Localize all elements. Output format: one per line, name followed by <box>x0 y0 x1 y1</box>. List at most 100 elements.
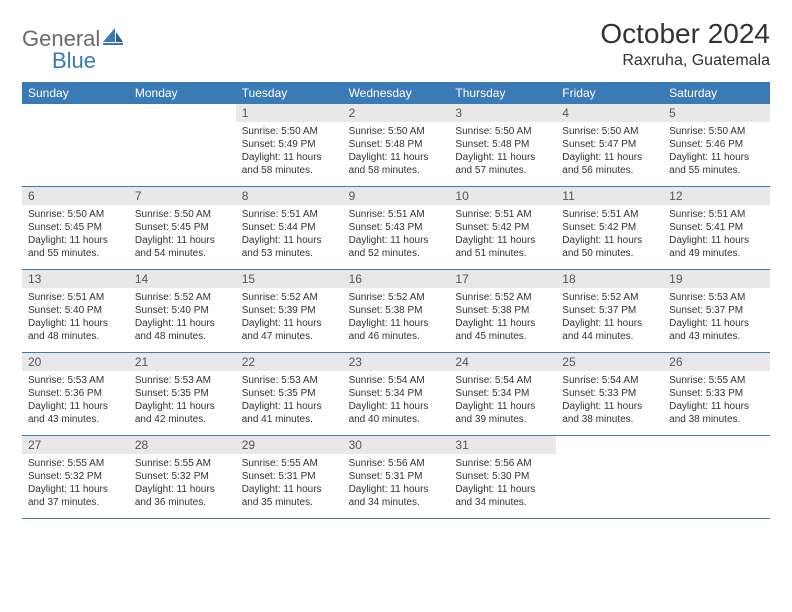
day-cell: 11Sunrise: 5:51 AMSunset: 5:42 PMDayligh… <box>556 187 663 269</box>
sunset-text: Sunset: 5:48 PM <box>349 138 444 151</box>
daylight-text-2: and 48 minutes. <box>135 330 230 343</box>
day-number: 3 <box>449 104 556 122</box>
day-number: 14 <box>129 270 236 288</box>
sunrise-text: Sunrise: 5:52 AM <box>455 291 550 304</box>
sunrise-text: Sunrise: 5:51 AM <box>669 208 764 221</box>
daylight-text-1: Daylight: 11 hours <box>349 483 444 496</box>
sunrise-text: Sunrise: 5:51 AM <box>455 208 550 221</box>
daylight-text-2: and 36 minutes. <box>135 496 230 509</box>
daylight-text-2: and 48 minutes. <box>28 330 123 343</box>
sunrise-text: Sunrise: 5:50 AM <box>455 125 550 138</box>
day-cell: 29Sunrise: 5:55 AMSunset: 5:31 PMDayligh… <box>236 436 343 518</box>
day-number: 22 <box>236 353 343 371</box>
daylight-text-1: Daylight: 11 hours <box>669 317 764 330</box>
sunrise-text: Sunrise: 5:54 AM <box>562 374 657 387</box>
day-body: Sunrise: 5:50 AMSunset: 5:48 PMDaylight:… <box>343 122 450 181</box>
daylight-text-2: and 49 minutes. <box>669 247 764 260</box>
day-body: Sunrise: 5:50 AMSunset: 5:45 PMDaylight:… <box>22 205 129 264</box>
sunset-text: Sunset: 5:42 PM <box>562 221 657 234</box>
daylight-text-1: Daylight: 11 hours <box>349 234 444 247</box>
sunset-text: Sunset: 5:49 PM <box>242 138 337 151</box>
day-number: 16 <box>343 270 450 288</box>
daylight-text-2: and 35 minutes. <box>242 496 337 509</box>
day-number: 9 <box>343 187 450 205</box>
daylight-text-2: and 52 minutes. <box>349 247 444 260</box>
daylight-text-2: and 41 minutes. <box>242 413 337 426</box>
day-number: 17 <box>449 270 556 288</box>
day-body: Sunrise: 5:52 AMSunset: 5:38 PMDaylight:… <box>449 288 556 347</box>
daylight-text-1: Daylight: 11 hours <box>28 483 123 496</box>
day-cell: 18Sunrise: 5:52 AMSunset: 5:37 PMDayligh… <box>556 270 663 352</box>
day-body: Sunrise: 5:54 AMSunset: 5:34 PMDaylight:… <box>449 371 556 430</box>
sunset-text: Sunset: 5:33 PM <box>562 387 657 400</box>
sunrise-text: Sunrise: 5:52 AM <box>349 291 444 304</box>
daylight-text-1: Daylight: 11 hours <box>455 234 550 247</box>
day-body: Sunrise: 5:54 AMSunset: 5:33 PMDaylight:… <box>556 371 663 430</box>
day-cell: 10Sunrise: 5:51 AMSunset: 5:42 PMDayligh… <box>449 187 556 269</box>
sunset-text: Sunset: 5:37 PM <box>562 304 657 317</box>
weekday-header: Wednesday <box>343 82 450 104</box>
day-cell: 22Sunrise: 5:53 AMSunset: 5:35 PMDayligh… <box>236 353 343 435</box>
daylight-text-2: and 57 minutes. <box>455 164 550 177</box>
day-number: 20 <box>22 353 129 371</box>
daylight-text-1: Daylight: 11 hours <box>349 317 444 330</box>
day-number: 6 <box>22 187 129 205</box>
sunrise-text: Sunrise: 5:52 AM <box>135 291 230 304</box>
sunrise-text: Sunrise: 5:54 AM <box>455 374 550 387</box>
day-cell <box>556 436 663 518</box>
sunrise-text: Sunrise: 5:51 AM <box>562 208 657 221</box>
daylight-text-1: Daylight: 11 hours <box>242 400 337 413</box>
day-cell: 31Sunrise: 5:56 AMSunset: 5:30 PMDayligh… <box>449 436 556 518</box>
daylight-text-1: Daylight: 11 hours <box>349 151 444 164</box>
week-row: 6Sunrise: 5:50 AMSunset: 5:45 PMDaylight… <box>22 187 770 270</box>
day-number: 1 <box>236 104 343 122</box>
day-cell: 8Sunrise: 5:51 AMSunset: 5:44 PMDaylight… <box>236 187 343 269</box>
daylight-text-1: Daylight: 11 hours <box>455 151 550 164</box>
week-row: 27Sunrise: 5:55 AMSunset: 5:32 PMDayligh… <box>22 436 770 519</box>
day-body: Sunrise: 5:53 AMSunset: 5:37 PMDaylight:… <box>663 288 770 347</box>
day-number: 30 <box>343 436 450 454</box>
day-number: 8 <box>236 187 343 205</box>
week-row: 13Sunrise: 5:51 AMSunset: 5:40 PMDayligh… <box>22 270 770 353</box>
sunset-text: Sunset: 5:38 PM <box>455 304 550 317</box>
sunset-text: Sunset: 5:45 PM <box>28 221 123 234</box>
weekday-header: Monday <box>129 82 236 104</box>
sunset-text: Sunset: 5:47 PM <box>562 138 657 151</box>
daylight-text-2: and 55 minutes. <box>669 164 764 177</box>
day-number: 5 <box>663 104 770 122</box>
daylight-text-2: and 55 minutes. <box>28 247 123 260</box>
sunset-text: Sunset: 5:31 PM <box>349 470 444 483</box>
day-cell: 28Sunrise: 5:55 AMSunset: 5:32 PMDayligh… <box>129 436 236 518</box>
day-cell: 1Sunrise: 5:50 AMSunset: 5:49 PMDaylight… <box>236 104 343 186</box>
day-body: Sunrise: 5:55 AMSunset: 5:33 PMDaylight:… <box>663 371 770 430</box>
sunset-text: Sunset: 5:46 PM <box>669 138 764 151</box>
day-cell: 14Sunrise: 5:52 AMSunset: 5:40 PMDayligh… <box>129 270 236 352</box>
day-body: Sunrise: 5:55 AMSunset: 5:32 PMDaylight:… <box>129 454 236 513</box>
day-body: Sunrise: 5:55 AMSunset: 5:31 PMDaylight:… <box>236 454 343 513</box>
daylight-text-2: and 44 minutes. <box>562 330 657 343</box>
day-body: Sunrise: 5:52 AMSunset: 5:37 PMDaylight:… <box>556 288 663 347</box>
daylight-text-2: and 51 minutes. <box>455 247 550 260</box>
sunset-text: Sunset: 5:40 PM <box>135 304 230 317</box>
day-body: Sunrise: 5:51 AMSunset: 5:44 PMDaylight:… <box>236 205 343 264</box>
day-cell: 21Sunrise: 5:53 AMSunset: 5:35 PMDayligh… <box>129 353 236 435</box>
sunset-text: Sunset: 5:32 PM <box>28 470 123 483</box>
day-body: Sunrise: 5:51 AMSunset: 5:42 PMDaylight:… <box>449 205 556 264</box>
sunrise-text: Sunrise: 5:53 AM <box>669 291 764 304</box>
day-cell: 26Sunrise: 5:55 AMSunset: 5:33 PMDayligh… <box>663 353 770 435</box>
sunrise-text: Sunrise: 5:55 AM <box>242 457 337 470</box>
daylight-text-2: and 37 minutes. <box>28 496 123 509</box>
day-body: Sunrise: 5:52 AMSunset: 5:39 PMDaylight:… <box>236 288 343 347</box>
day-body: Sunrise: 5:53 AMSunset: 5:36 PMDaylight:… <box>22 371 129 430</box>
day-body: Sunrise: 5:53 AMSunset: 5:35 PMDaylight:… <box>129 371 236 430</box>
day-body: Sunrise: 5:50 AMSunset: 5:47 PMDaylight:… <box>556 122 663 181</box>
day-body: Sunrise: 5:51 AMSunset: 5:43 PMDaylight:… <box>343 205 450 264</box>
daylight-text-1: Daylight: 11 hours <box>455 400 550 413</box>
daylight-text-2: and 45 minutes. <box>455 330 550 343</box>
daylight-text-2: and 39 minutes. <box>455 413 550 426</box>
daylight-text-1: Daylight: 11 hours <box>28 234 123 247</box>
day-body: Sunrise: 5:52 AMSunset: 5:40 PMDaylight:… <box>129 288 236 347</box>
day-number: 4 <box>556 104 663 122</box>
sunset-text: Sunset: 5:39 PM <box>242 304 337 317</box>
day-number: 2 <box>343 104 450 122</box>
